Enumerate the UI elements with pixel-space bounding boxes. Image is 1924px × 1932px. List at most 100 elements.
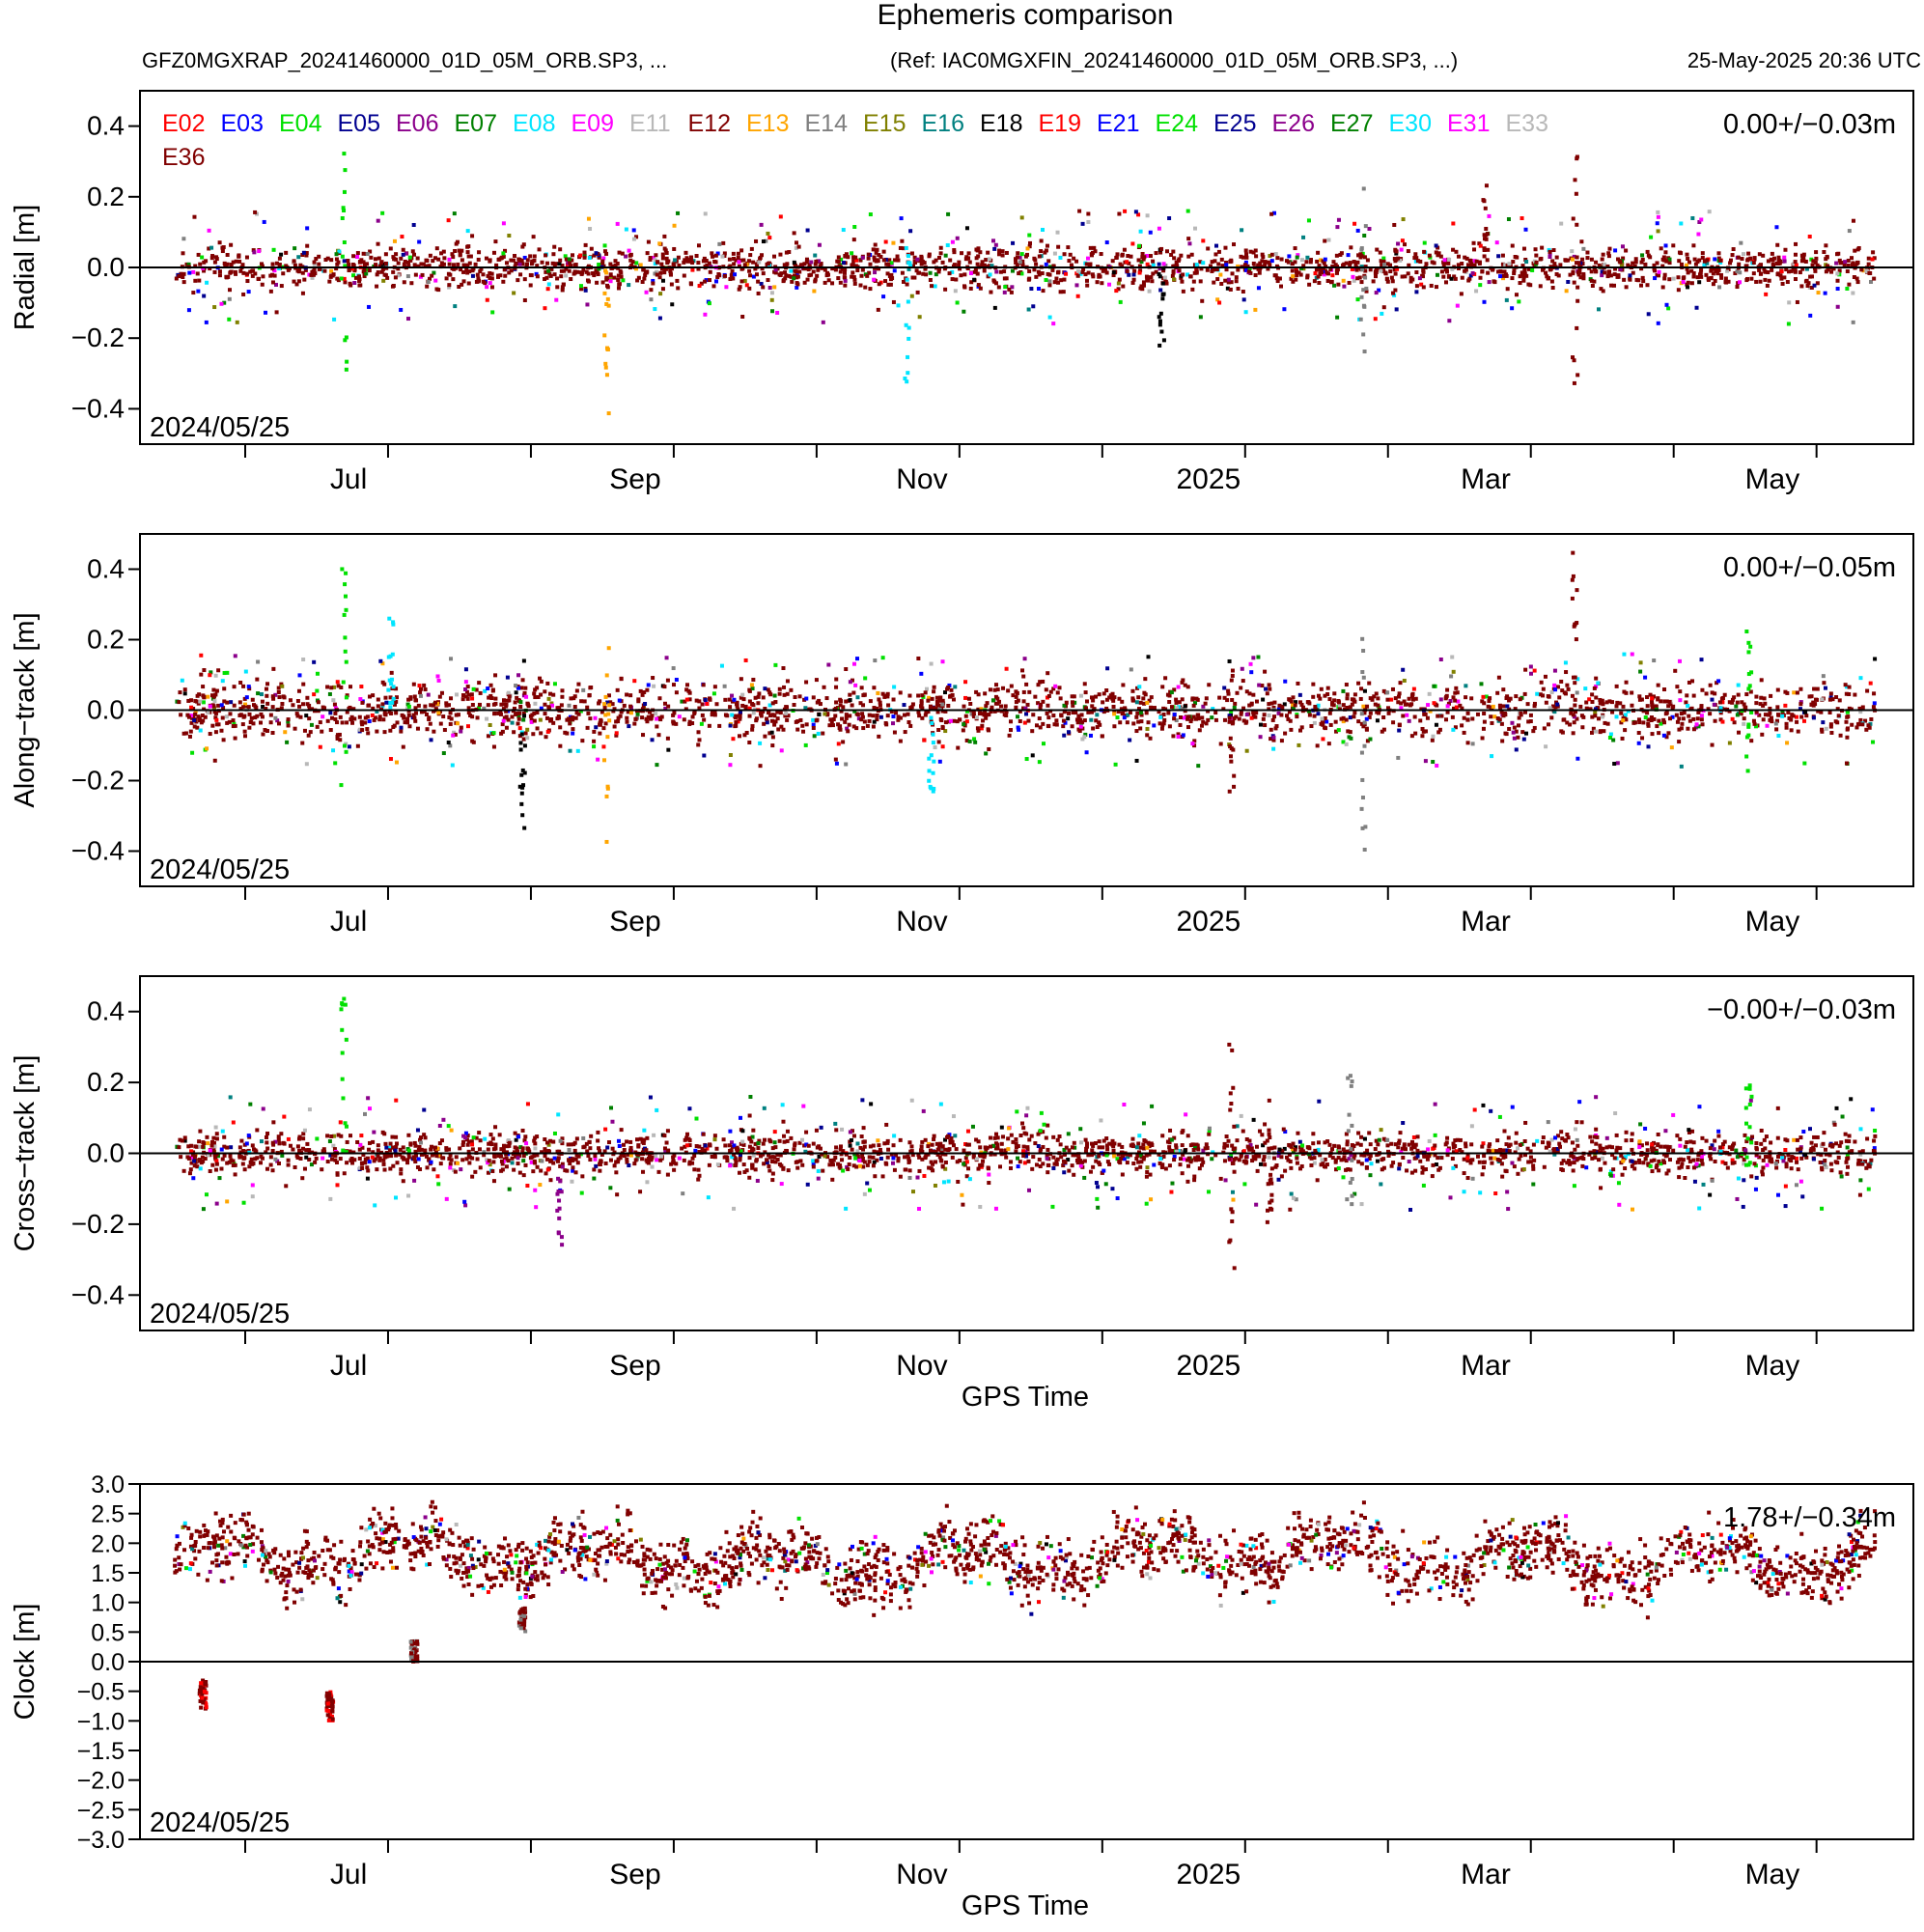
data-point bbox=[674, 721, 679, 726]
data-point bbox=[766, 687, 770, 692]
data-point bbox=[485, 285, 489, 290]
data-point bbox=[1575, 716, 1579, 721]
data-point bbox=[506, 690, 511, 695]
spike-point bbox=[1575, 325, 1579, 330]
data-point bbox=[1229, 259, 1234, 264]
data-point bbox=[1110, 259, 1115, 264]
data-point bbox=[1510, 276, 1515, 281]
data-point bbox=[882, 694, 887, 699]
data-point bbox=[1046, 723, 1050, 728]
data-point bbox=[1271, 735, 1276, 740]
data-point bbox=[1214, 243, 1219, 248]
data-point bbox=[602, 243, 607, 248]
data-point bbox=[958, 266, 962, 271]
data-point bbox=[614, 719, 619, 724]
data-point bbox=[1063, 720, 1068, 725]
data-point bbox=[1657, 269, 1661, 274]
data-point bbox=[1646, 312, 1651, 317]
data-point bbox=[917, 270, 922, 275]
data-point bbox=[1427, 253, 1432, 258]
data-point bbox=[376, 270, 380, 275]
data-point bbox=[736, 719, 740, 724]
data-point bbox=[1295, 273, 1299, 278]
data-point bbox=[1062, 277, 1067, 282]
data-point bbox=[615, 687, 620, 692]
data-point bbox=[1009, 684, 1014, 688]
data-point bbox=[380, 680, 385, 685]
data-point bbox=[1704, 272, 1709, 277]
data-point bbox=[1593, 267, 1598, 272]
data-point bbox=[1044, 278, 1048, 283]
data-point bbox=[256, 276, 261, 281]
data-point bbox=[1355, 297, 1360, 302]
data-point bbox=[359, 685, 364, 689]
data-point bbox=[379, 261, 384, 266]
data-point bbox=[1565, 720, 1570, 725]
data-point bbox=[660, 256, 665, 261]
data-point bbox=[449, 696, 454, 701]
data-point bbox=[653, 258, 657, 263]
data-point bbox=[804, 260, 809, 265]
data-point bbox=[962, 285, 967, 290]
data-point bbox=[1348, 715, 1352, 720]
data-point bbox=[1799, 700, 1803, 705]
data-point bbox=[181, 731, 186, 736]
data-point bbox=[1628, 277, 1632, 282]
data-point bbox=[1083, 690, 1088, 695]
data-point bbox=[1282, 702, 1287, 707]
data-point bbox=[1692, 257, 1697, 262]
data-point bbox=[1761, 703, 1766, 708]
data-point bbox=[1743, 267, 1748, 272]
data-point bbox=[1396, 700, 1401, 705]
data-point bbox=[457, 284, 461, 289]
data-point bbox=[821, 320, 825, 324]
data-point bbox=[1111, 270, 1116, 275]
data-point bbox=[868, 287, 873, 292]
x-tick-label: Jul bbox=[330, 463, 367, 495]
data-point bbox=[1112, 724, 1117, 729]
data-point bbox=[1143, 677, 1148, 682]
data-point bbox=[1234, 275, 1239, 280]
data-point bbox=[1151, 271, 1156, 276]
data-point bbox=[273, 715, 278, 720]
data-point bbox=[1407, 263, 1411, 267]
data-point bbox=[1104, 270, 1109, 275]
data-point bbox=[1341, 703, 1346, 708]
data-point bbox=[838, 727, 843, 732]
data-point bbox=[676, 286, 681, 291]
data-point bbox=[657, 275, 662, 280]
data-point bbox=[188, 729, 193, 734]
data-point bbox=[1563, 258, 1568, 263]
data-point bbox=[703, 312, 708, 317]
data-point bbox=[1272, 714, 1277, 719]
data-point bbox=[201, 685, 206, 689]
data-point bbox=[1614, 704, 1619, 709]
data-point bbox=[587, 256, 592, 261]
data-point bbox=[1038, 706, 1043, 711]
data-point bbox=[253, 271, 258, 276]
data-point bbox=[207, 246, 211, 251]
data-point bbox=[501, 279, 506, 284]
data-point bbox=[1171, 249, 1176, 254]
data-point bbox=[222, 699, 227, 704]
data-point bbox=[876, 690, 880, 695]
data-point bbox=[1167, 699, 1172, 704]
data-point bbox=[1766, 270, 1771, 275]
data-point bbox=[1137, 264, 1142, 268]
data-point bbox=[1679, 262, 1684, 266]
data-point bbox=[1198, 315, 1203, 320]
data-point bbox=[707, 723, 711, 728]
data-point bbox=[817, 698, 822, 703]
data-point bbox=[1844, 685, 1849, 689]
data-point bbox=[775, 310, 780, 315]
data-point bbox=[436, 257, 441, 262]
data-point bbox=[1730, 253, 1735, 258]
data-point bbox=[568, 748, 572, 753]
data-point bbox=[395, 695, 400, 700]
data-point bbox=[1346, 253, 1351, 258]
data-point bbox=[1189, 252, 1194, 257]
data-point bbox=[1656, 273, 1660, 278]
data-point bbox=[293, 246, 297, 251]
data-point bbox=[846, 729, 850, 734]
data-point bbox=[1675, 685, 1680, 689]
